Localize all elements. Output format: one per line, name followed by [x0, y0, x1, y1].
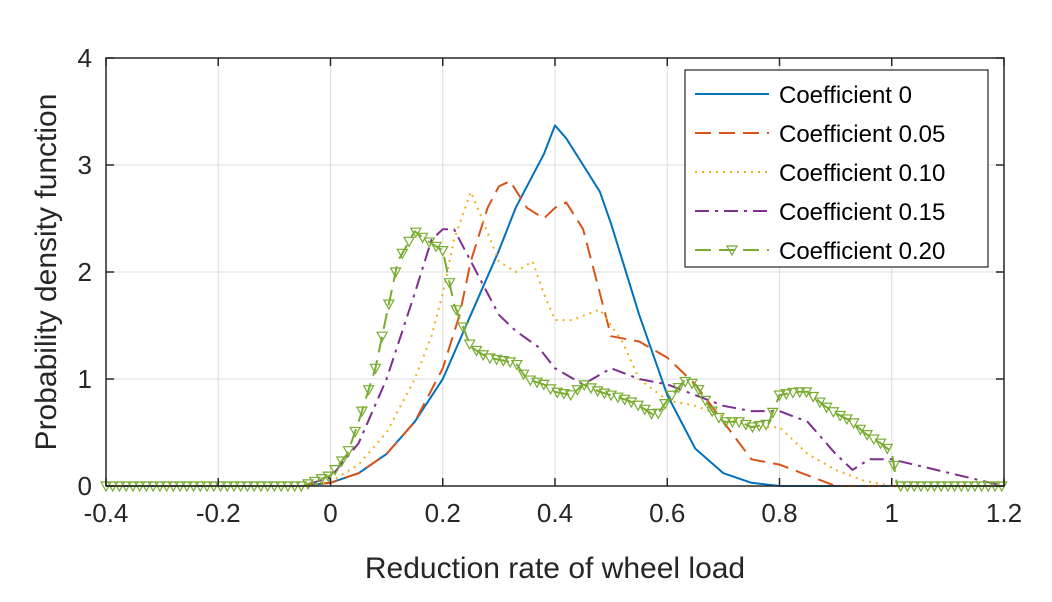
series-marker: [692, 385, 705, 396]
series-marker: [854, 424, 867, 436]
series-marker: [490, 354, 503, 366]
legend-item: Coefficient 0.05: [695, 121, 945, 148]
series-marker: [874, 438, 887, 450]
series-2: [106, 190, 1004, 487]
x-tick-label: 0.2: [425, 498, 461, 528]
series-marker: [658, 399, 672, 410]
series-marker: [746, 422, 759, 434]
legend-label: Coefficient 0.05: [779, 121, 945, 148]
series-marker: [753, 421, 766, 432]
y-tick-label: 1: [78, 364, 92, 394]
series-marker: [396, 248, 409, 260]
series-marker: [322, 471, 335, 483]
series-marker: [887, 460, 901, 472]
series-marker: [463, 339, 476, 351]
series-marker: [571, 385, 584, 396]
x-tick-label: 0.4: [537, 498, 573, 528]
series-marker: [456, 322, 469, 334]
series-marker: [376, 331, 389, 343]
series-marker: [793, 387, 806, 399]
series-marker: [382, 299, 395, 311]
series-marker: [699, 395, 712, 407]
legend-item: Coefficient 0.20: [695, 238, 945, 265]
y-axis-label: Probability density function: [30, 94, 63, 451]
series-marker: [355, 406, 368, 418]
series-marker: [308, 476, 321, 488]
series-marker: [510, 359, 523, 371]
legend-item: Coefficient 0.10: [695, 160, 945, 187]
series-4: [99, 227, 1008, 493]
legend-label: Coefficient 0.10: [779, 160, 945, 187]
series-marker: [881, 443, 894, 455]
series-0: [106, 124, 1004, 487]
series-line: [106, 180, 1004, 487]
series-marker: [726, 417, 739, 429]
x-tick-label: 0: [323, 498, 337, 528]
y-tick-label: 2: [78, 257, 92, 287]
series-marker: [483, 353, 496, 365]
legend-label: Coefficient 0.15: [779, 199, 945, 226]
series-marker: [342, 446, 355, 457]
x-tick-label: 0.6: [649, 498, 685, 528]
series-line: [106, 190, 1004, 487]
series-marker: [403, 236, 416, 248]
series-marker: [335, 456, 348, 468]
y-tick-label: 3: [78, 150, 92, 180]
series-marker: [497, 355, 510, 367]
legend-item: Coefficient 0: [695, 82, 912, 109]
series-marker: [328, 464, 342, 476]
series-marker: [551, 387, 564, 399]
x-tick-label: 1.2: [986, 498, 1022, 528]
series-marker: [786, 387, 799, 399]
series-marker: [362, 385, 375, 396]
series-marker: [813, 397, 826, 409]
legend-box: [684, 69, 989, 268]
series-marker: [807, 391, 820, 403]
series-marker: [780, 389, 793, 401]
series-marker: [766, 407, 779, 419]
legend-label: Coefficient 0: [779, 82, 912, 109]
series-marker: [369, 363, 382, 375]
series-marker: [315, 474, 328, 485]
x-axis-label: Reduction rate of wheel load: [365, 552, 745, 585]
x-tick-label: -0.2: [196, 498, 241, 528]
legend-marker: [725, 245, 739, 257]
series-marker: [389, 267, 402, 279]
series-marker: [685, 378, 698, 390]
x-tick-label: 0.8: [761, 498, 797, 528]
series-3: [106, 228, 1005, 487]
series-marker: [409, 227, 422, 239]
x-tick-label: -0.4: [84, 498, 129, 528]
series-marker: [652, 408, 665, 420]
series-1: [106, 180, 1004, 487]
series-line: [106, 228, 1005, 487]
series-marker: [443, 278, 456, 289]
x-tick-label: 1: [885, 498, 899, 528]
series-marker: [349, 426, 362, 438]
series-marker: [847, 418, 860, 430]
series-marker: [760, 419, 773, 431]
series-marker: [645, 408, 658, 420]
y-tick-label: 4: [78, 43, 92, 73]
series-marker: [672, 382, 685, 394]
series-marker: [665, 390, 678, 402]
series-marker: [564, 390, 577, 402]
series-marker: [706, 406, 719, 418]
series-marker: [302, 479, 315, 491]
series-line: [106, 230, 1004, 487]
legend-label: Coefficient 0.20: [779, 238, 945, 265]
series-marker: [517, 369, 530, 381]
series-marker: [436, 246, 449, 257]
series-marker: [719, 417, 732, 429]
ticks: -0.4 -0.2 0 0.2 0.4 0.6 0.8 1 1.2 0 1 2 3 4: [78, 43, 1023, 528]
legend: Coefficient 0 Coefficient 0.05 Coefficient…: [684, 69, 989, 268]
series-marker: [773, 390, 786, 402]
y-tick-label: 0: [78, 471, 92, 501]
series-marker: [557, 388, 570, 400]
series-line: [106, 124, 1004, 487]
series-marker: [450, 305, 463, 317]
legend-item: Coefficient 0.15: [695, 199, 945, 226]
